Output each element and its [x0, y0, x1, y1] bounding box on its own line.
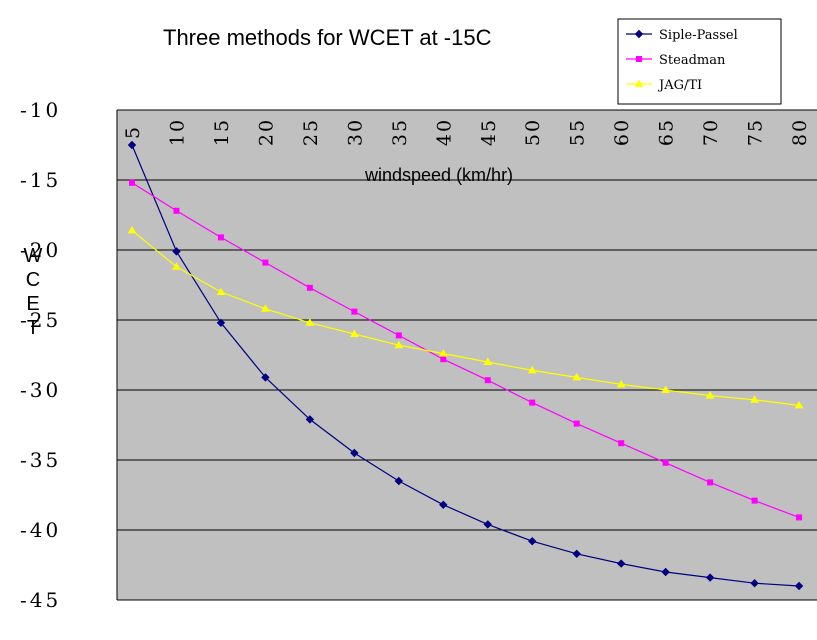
- series-layer: [127, 140, 804, 591]
- legend-label-jag-ti: JAG/TI: [657, 78, 702, 93]
- x-tick-label: 60: [611, 118, 633, 146]
- y-axis-label-char: C: [26, 269, 40, 291]
- series-siple-passel: [127, 140, 804, 591]
- series-line-steadman: [131, 182, 800, 518]
- data-point-steadman: [618, 440, 625, 447]
- data-point-jag-ti: [261, 304, 270, 312]
- data-point-jag-ti: [172, 262, 181, 270]
- data-point-steadman: [440, 356, 447, 363]
- y-tick-label: -15: [20, 168, 61, 192]
- data-point-siple-passel: [705, 573, 715, 582]
- legend-marker-steadman: [636, 56, 642, 62]
- legend-label-steadman: Steadman: [659, 53, 726, 68]
- data-point-siple-passel: [350, 448, 359, 458]
- plot-area: [117, 110, 817, 600]
- legend-marker-jag-ti: [634, 79, 644, 87]
- x-tick-label: 65: [656, 118, 678, 146]
- y-tick-label: -45: [20, 588, 61, 612]
- data-point-siple-passel: [528, 536, 537, 546]
- data-point-steadman: [662, 459, 669, 466]
- data-point-siple-passel: [572, 549, 581, 559]
- data-point-steadman: [484, 377, 491, 384]
- legend-box: [617, 18, 782, 105]
- y-axis-label-char: W: [24, 245, 43, 267]
- y-tick-label: -20: [20, 238, 61, 262]
- data-point-jag-ti: [127, 225, 137, 234]
- data-point-steadman: [529, 399, 536, 406]
- data-point-steadman: [707, 479, 714, 486]
- data-point-jag-ti: [216, 287, 226, 295]
- x-tick-label: 45: [478, 118, 500, 146]
- data-point-jag-ti: [527, 365, 537, 374]
- series-jag-ti: [127, 225, 804, 409]
- x-tick-label: 30: [344, 118, 366, 146]
- x-tick-labels: 5 10 15 20 25 30 35 40 45 50 55 60 65 70 75 80: [122, 118, 811, 146]
- data-point-jag-ti: [705, 391, 715, 399]
- y-axis-label-char: E: [26, 293, 39, 315]
- x-tick-label: 75: [745, 118, 767, 146]
- data-point-siple-passel: [439, 500, 448, 510]
- chart-title: Three methods for WCET at -15C: [163, 25, 492, 50]
- data-point-steadman: [262, 259, 269, 266]
- data-point-siple-passel: [305, 415, 315, 424]
- x-tick-label: 20: [255, 118, 277, 146]
- series-line-siple-passel: [131, 144, 800, 587]
- data-point-steadman: [173, 207, 180, 214]
- data-point-siple-passel: [794, 581, 804, 591]
- x-tick-label: 5: [122, 125, 144, 139]
- data-point-steadman: [751, 497, 758, 504]
- x-tick-label: 55: [567, 118, 589, 146]
- data-point-steadman: [129, 179, 135, 186]
- x-tick-label: 25: [300, 118, 322, 146]
- data-point-steadman: [306, 284, 313, 291]
- y-tick-label: -30: [20, 378, 61, 402]
- data-point-steadman: [796, 514, 803, 521]
- data-point-jag-ti: [349, 329, 359, 337]
- data-point-siple-passel: [750, 578, 759, 588]
- data-point-steadman: [217, 234, 224, 241]
- series-line-jag-ti: [131, 229, 800, 406]
- data-point-siple-passel: [661, 567, 670, 577]
- grid-lines: [117, 109, 817, 601]
- y-axis-label: WCET: [24, 245, 43, 339]
- legend-label-siple-passel: Siple-Passel: [659, 28, 738, 43]
- data-point-steadman: [351, 308, 358, 315]
- data-point-jag-ti: [794, 400, 804, 409]
- x-tick-label: 35: [389, 118, 411, 146]
- y-tick-labels: -10 -15 -20 -25 -30 -35 -40 -45: [20, 98, 61, 612]
- y-tick-label: -25: [20, 308, 61, 332]
- legend: Siple-Passel Steadman JAG/TI: [617, 18, 782, 105]
- data-point-jag-ti: [572, 372, 582, 381]
- data-point-jag-ti: [661, 385, 671, 393]
- x-tick-label: 15: [211, 118, 233, 146]
- x-tick-label: 10: [166, 118, 188, 146]
- data-point-jag-ti: [616, 379, 626, 388]
- data-point-jag-ti: [750, 395, 759, 403]
- y-tick-label: -35: [20, 448, 61, 472]
- data-point-jag-ti: [438, 349, 448, 357]
- data-point-siple-passel: [616, 559, 626, 568]
- data-point-steadman: [573, 420, 580, 427]
- data-point-steadman: [395, 332, 402, 339]
- x-tick-label: 40: [433, 118, 455, 146]
- x-tick-label: 50: [522, 118, 544, 146]
- legend-marker-siple-passel: [634, 29, 644, 39]
- x-tick-label: 80: [789, 118, 811, 146]
- data-point-siple-passel: [127, 140, 137, 150]
- data-point-siple-passel: [483, 520, 492, 529]
- data-point-jag-ti: [305, 318, 315, 326]
- x-tick-label: 70: [700, 118, 722, 146]
- y-tick-label: -40: [20, 518, 61, 542]
- x-axis-label: windspeed (km/hr): [364, 165, 513, 185]
- data-point-siple-passel: [172, 247, 181, 256]
- y-axis-label-char: T: [27, 317, 39, 339]
- data-point-jag-ti: [394, 340, 404, 349]
- data-point-siple-passel: [394, 476, 404, 486]
- y-tick-label: -10: [20, 98, 61, 122]
- data-point-siple-passel: [216, 318, 226, 328]
- series-steadman: [129, 179, 803, 521]
- data-point-siple-passel: [261, 373, 270, 382]
- data-point-jag-ti: [483, 357, 493, 365]
